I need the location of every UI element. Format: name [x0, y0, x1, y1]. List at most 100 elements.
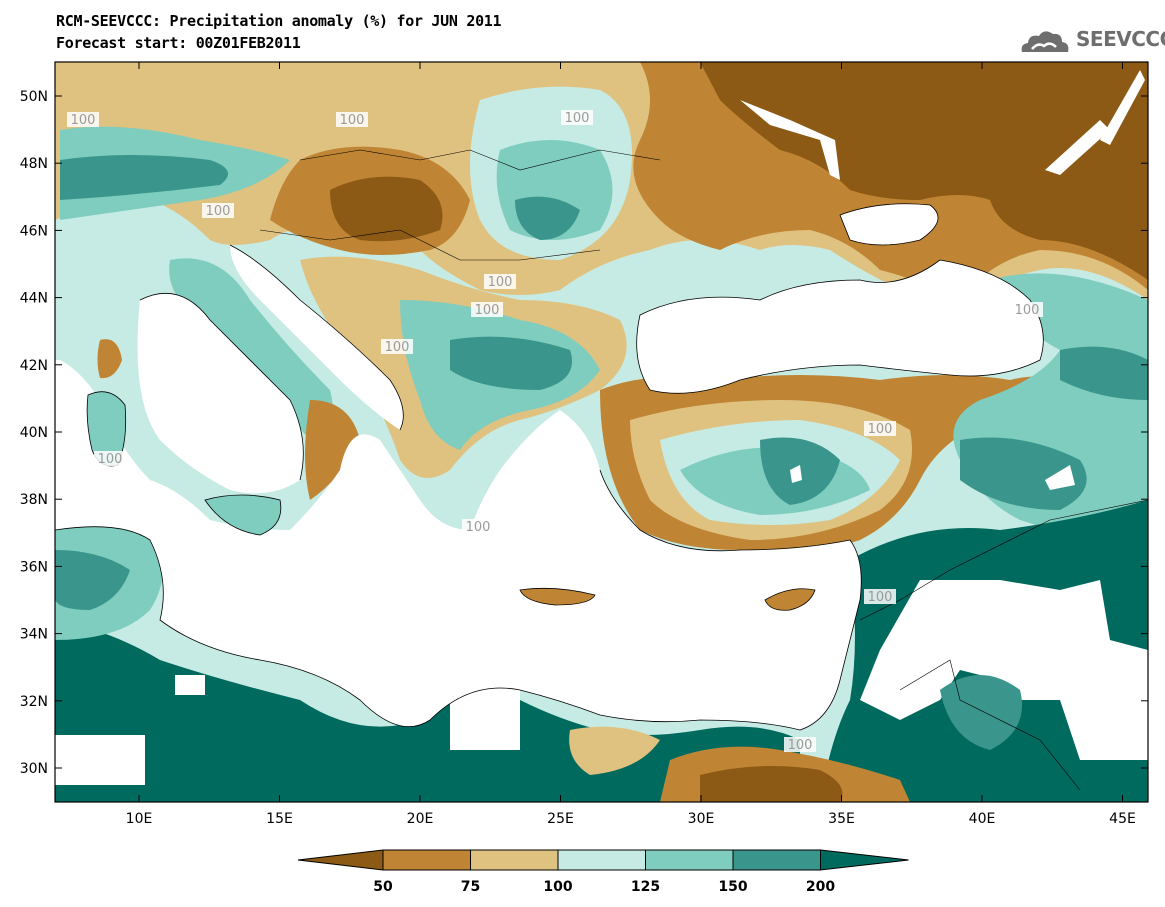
crete — [520, 588, 595, 605]
longitude-axis: 10E 15E 20E 25E 30E 35E 40E 45E — [126, 62, 1136, 827]
contour-label: 100 — [565, 111, 590, 126]
sicily — [205, 495, 281, 535]
lat-label: 38N — [20, 492, 48, 508]
contour-label-bg — [67, 112, 99, 127]
contour-label: 100 — [488, 275, 513, 290]
alps-very-wet — [60, 155, 228, 200]
contour-label-bg — [784, 737, 816, 752]
adriatic-sea — [230, 245, 404, 430]
romania-very-wet — [515, 196, 580, 240]
contour-label-bg — [462, 519, 494, 534]
contour-label-bg — [336, 112, 368, 127]
lat-label: 34N — [20, 627, 48, 643]
logo-text: SEEVCCC — [1076, 27, 1165, 51]
contour-label: 100 — [788, 738, 813, 753]
lon-label: 45E — [1109, 811, 1136, 827]
colorbar-box — [557, 849, 646, 871]
map-title: RCM-SEEVCCC: Precipitation anomaly (%) f… — [56, 12, 502, 30]
colorbar: 50 75 100 125 150 200 — [297, 849, 909, 895]
caucasus-very-wet — [960, 437, 1087, 510]
colorbar-box — [732, 849, 821, 871]
corsica — [97, 339, 122, 379]
lat-label: 50N — [20, 89, 48, 105]
contour-label: 100 — [206, 204, 231, 219]
arabia-no-data — [860, 580, 1148, 760]
contour-label: 100 — [868, 590, 893, 605]
contour-label: 100 — [71, 113, 96, 128]
contour-label: 100 — [98, 452, 123, 467]
contour-label: 100 — [475, 303, 500, 318]
contour-label: 100 — [340, 113, 365, 128]
lat-label: 32N — [20, 694, 48, 710]
lon-label: 40E — [969, 811, 996, 827]
lat-label: 36N — [20, 559, 48, 575]
mediterranean-sea — [55, 360, 862, 730]
colorbar-level-label: 200 — [806, 879, 835, 895]
lon-label: 30E — [688, 811, 715, 827]
lon-label: 10E — [126, 811, 153, 827]
contour-label-bg — [1011, 302, 1043, 317]
libya-slightly-dry — [569, 726, 660, 775]
contour-label-bg — [94, 451, 126, 466]
lat-label: 48N — [20, 156, 48, 172]
colorbar-level-label: 100 — [543, 879, 572, 895]
contour-label-bg — [864, 421, 896, 436]
libya-no-data-2 — [175, 675, 205, 695]
algeria-no-data — [55, 735, 145, 785]
seevccc-cloud-logo — [1021, 31, 1069, 52]
azov-sea — [840, 203, 938, 245]
no-data-turkey-central — [790, 465, 802, 483]
lat-label: 42N — [20, 358, 48, 374]
lat-label: 44N — [20, 291, 48, 307]
contour-label-bg — [561, 110, 593, 125]
black-sea — [636, 260, 1044, 394]
lat-label: 40N — [20, 425, 48, 441]
colorbar-level-label: 150 — [718, 879, 747, 895]
lat-label: 46N — [20, 223, 48, 239]
lon-label: 25E — [547, 811, 574, 827]
east-very-wet — [1060, 346, 1148, 400]
alps-dry — [55, 62, 300, 120]
egypt-very-dry — [700, 766, 843, 802]
lat-label: 30N — [20, 761, 48, 777]
contour-label-bg — [484, 274, 516, 289]
no-data-turkey-east — [1045, 465, 1075, 490]
contour-label: 100 — [1015, 303, 1040, 318]
colorbar-low-arrow — [297, 849, 384, 871]
contour-label-bg — [381, 339, 413, 354]
contour-label-bg — [471, 302, 503, 317]
contour-label: 100 — [385, 340, 410, 355]
lon-label: 35E — [828, 811, 855, 827]
latitude-axis: 50N 48N 46N 44N 42N 40N 38N 36N 34N 32N 30N — [20, 89, 1148, 777]
arabia-very-wet-patch — [940, 675, 1022, 750]
map-field — [55, 62, 1148, 802]
tyrrhenian-sea — [137, 293, 304, 494]
russia-very-dry — [700, 62, 1148, 280]
no-data-streak-1 — [740, 100, 840, 180]
colorbar-box — [470, 849, 559, 871]
colorbar-high-arrow — [820, 849, 909, 871]
contour-label: 100 — [868, 422, 893, 437]
sardinia — [87, 391, 126, 466]
hungary-very-dry — [330, 176, 443, 242]
no-data-streak-2 — [1045, 120, 1110, 175]
forecast-start: Forecast start: 00Z01FEB2011 — [56, 34, 301, 52]
lon-label: 15E — [266, 811, 293, 827]
lon-label: 20E — [407, 811, 434, 827]
coastlines — [55, 149, 1148, 791]
colorbar-level-label: 75 — [461, 879, 480, 895]
colorbar-level-label: 125 — [631, 879, 660, 895]
contour-label: 100 — [466, 520, 491, 535]
contour-label-bg — [864, 589, 896, 604]
tunisia-very-wet — [55, 550, 130, 610]
colorbar-box — [645, 849, 734, 871]
no-data-streak-3 — [1100, 70, 1145, 145]
italy-south-dry — [305, 400, 360, 500]
contour-label-bg — [202, 203, 234, 218]
colorbar-box — [382, 849, 471, 871]
colorbar-level-label: 50 — [373, 879, 393, 895]
italy-wet — [169, 258, 334, 450]
balkans-very-wet — [450, 336, 572, 390]
contour-labels: 100 100 100 100 100 100 100 100 100 100 100 100 100 — [67, 110, 1043, 753]
